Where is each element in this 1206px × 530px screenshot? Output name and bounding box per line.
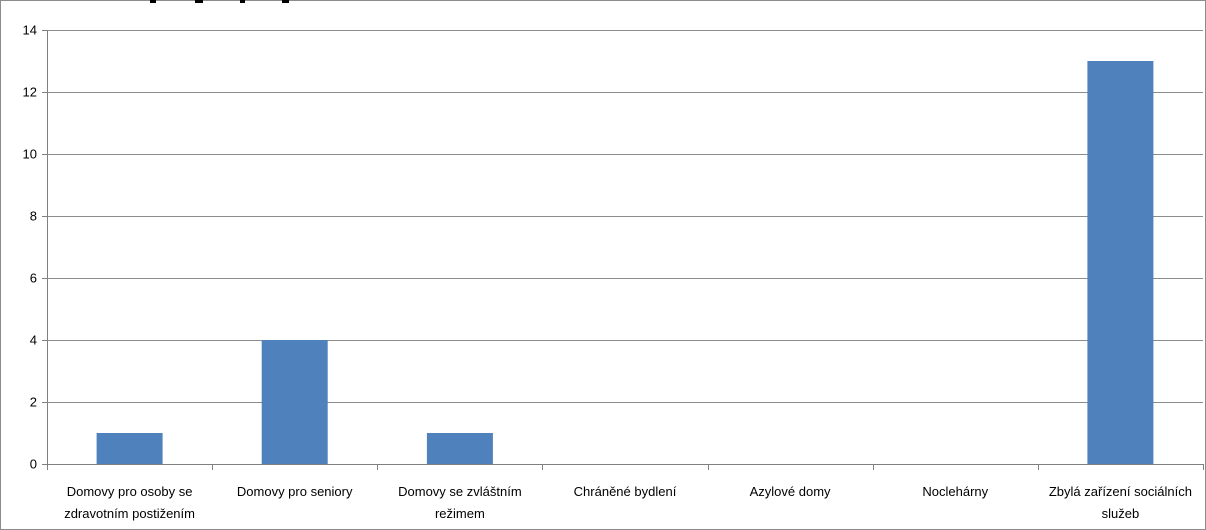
clipped-title-fragment [150, 0, 156, 3]
x-category-label: Domovy pro seniory [237, 484, 353, 499]
axes [42, 30, 1204, 470]
x-category-label: režimem [435, 506, 485, 521]
clipped-title [150, 0, 289, 3]
x-category-label: Chráněné bydlení [574, 484, 677, 499]
x-category-label: Noclehárny [922, 484, 988, 499]
x-category-labels: Domovy pro osoby se zdravotním postižením… [64, 484, 1192, 521]
bars [96, 61, 1154, 464]
x-category-label: zdravotním postižením [64, 506, 195, 521]
y-tick-label: 8 [30, 209, 37, 224]
clipped-title-fragment [195, 0, 203, 3]
x-category-label: Zbylá zařízení sociálních [1049, 484, 1192, 499]
y-tick-label: 14 [23, 23, 37, 38]
bar [261, 340, 328, 464]
y-tick-label: 6 [30, 271, 37, 286]
x-category-label: Domovy pro osoby se [67, 484, 193, 499]
gridlines [47, 30, 1203, 403]
clipped-title-fragment [282, 0, 289, 3]
y-tick-label: 2 [30, 395, 37, 410]
y-tick-label: 0 [30, 457, 37, 472]
bar [1087, 61, 1154, 464]
bar [426, 433, 493, 464]
x-category-label: Domovy se zvláštním [398, 484, 522, 499]
y-tick-label: 12 [23, 85, 37, 100]
clipped-title-fragment [240, 0, 245, 3]
y-tick-label: 10 [23, 147, 37, 162]
y-tick-label: 4 [30, 333, 37, 348]
bar [96, 433, 163, 464]
x-category-label: služeb [1102, 506, 1140, 521]
x-category-label: Azylové domy [750, 484, 831, 499]
y-tick-labels: 0 2 4 6 8 10 12 14 [23, 23, 37, 472]
